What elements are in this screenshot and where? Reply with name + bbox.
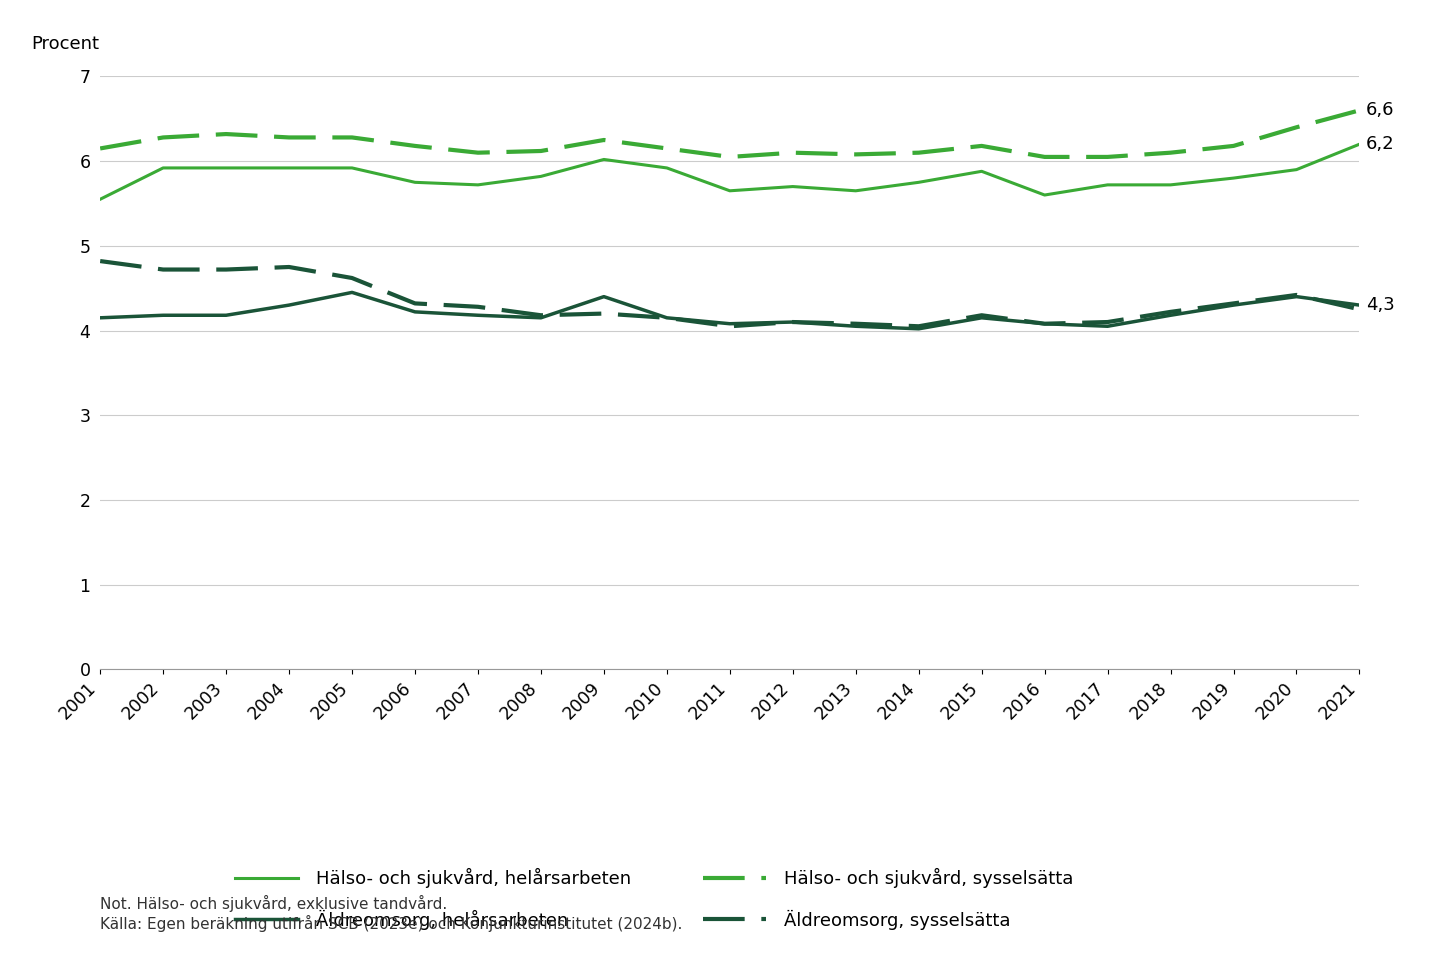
- Text: Not. Hälso- och sjukvård, exklusive tandvård.
Källa: Egen beräkning utifrån SCB : Not. Hälso- och sjukvård, exklusive tand…: [100, 895, 683, 932]
- Text: 6,2: 6,2: [1365, 135, 1394, 153]
- Legend: Hälso- och sjukvård, helårsarbeten, Äldreomsorg, helårsarbeten, Hälso- och sjukv: Hälso- och sjukvård, helårsarbeten, Äldr…: [235, 868, 1073, 930]
- Text: Procent: Procent: [31, 34, 99, 53]
- Text: 4,3: 4,3: [1365, 296, 1394, 315]
- Text: 6,6: 6,6: [1365, 101, 1394, 120]
